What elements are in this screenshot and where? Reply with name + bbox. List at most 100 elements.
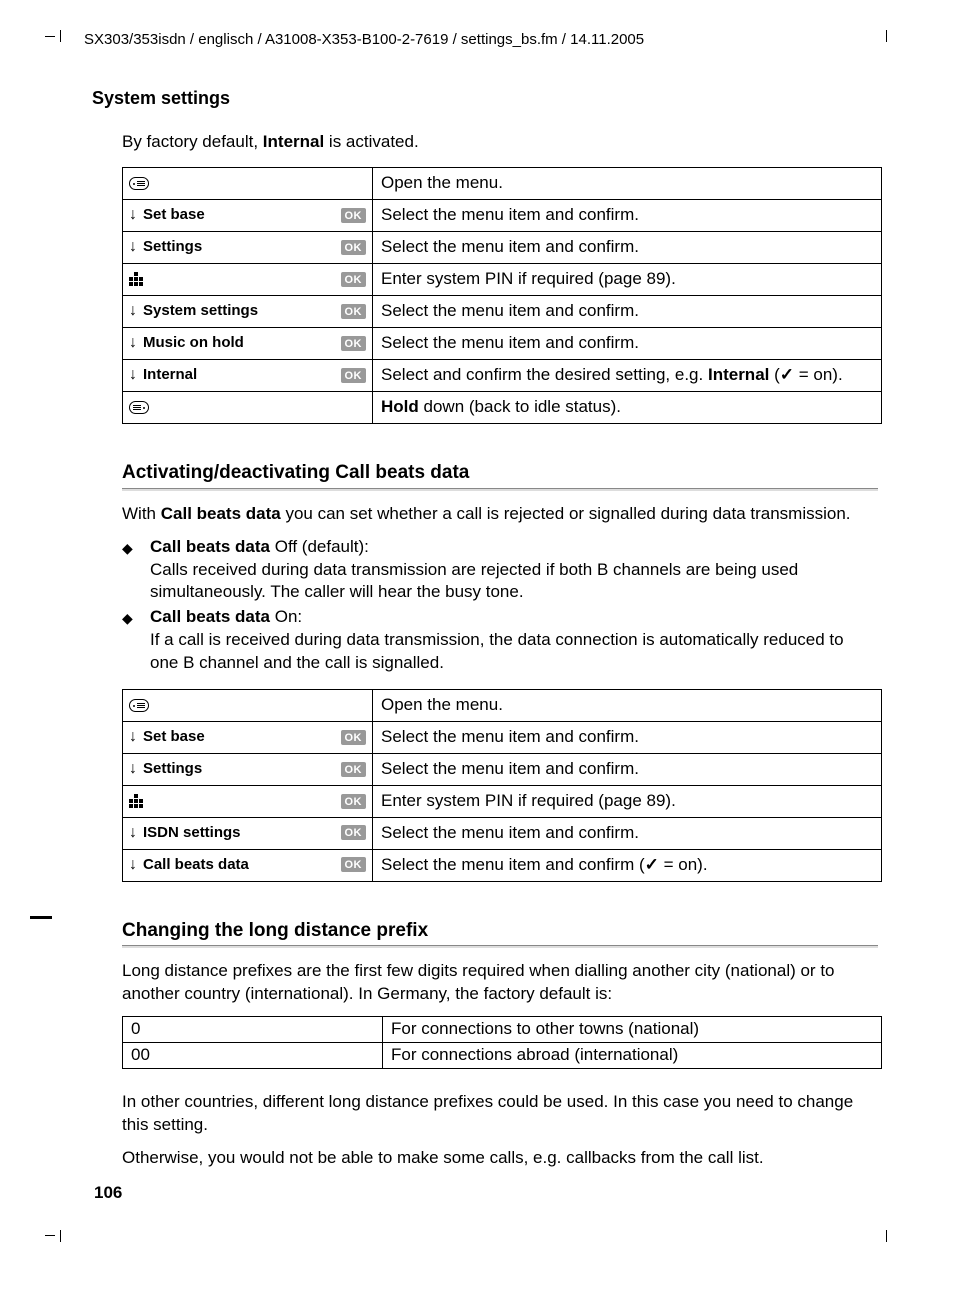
ok-badge: OK xyxy=(341,272,367,287)
ok-badge: OK xyxy=(341,208,367,223)
action-cell xyxy=(123,690,373,722)
doc-header: SX303/353isdn / englisch / A31008-X353-B… xyxy=(84,30,870,50)
table-row: OK Enter system PIN if required (page 89)… xyxy=(123,264,882,296)
description-cell: Select and confirm the desired setting, … xyxy=(373,360,882,392)
down-arrow-icon: ↓ xyxy=(129,825,137,841)
table-row: 00For connections abroad (international) xyxy=(123,1043,882,1069)
description-cell: Open the menu. xyxy=(373,690,882,722)
down-arrow-icon: ↓ xyxy=(129,367,137,383)
bullet-icon: ◆ xyxy=(122,606,150,675)
description-cell: Select the menu item and confirm. xyxy=(373,754,882,786)
intro-text: By factory default, Internal is activate… xyxy=(122,131,870,154)
menu-item-label: Settings xyxy=(143,237,202,257)
procedure-table-2: Open the menu.↓Set baseOKSelect the menu… xyxy=(122,689,882,882)
bullet-body: Call beats data On:If a call is received… xyxy=(150,606,870,675)
menu-item-label: Call beats data xyxy=(143,855,249,875)
action-cell: ↓SettingsOK xyxy=(123,754,373,786)
ok-badge: OK xyxy=(341,857,367,872)
intro-post: is activated. xyxy=(324,132,419,151)
menu-item-label: Internal xyxy=(143,365,197,385)
prefix-desc: For connections to other towns (national… xyxy=(383,1017,882,1043)
description-cell: Select the menu item and confirm. xyxy=(373,232,882,264)
subheading-prefix: Changing the long distance prefix xyxy=(122,918,870,944)
ok-badge: OK xyxy=(341,730,367,745)
down-arrow-icon: ↓ xyxy=(129,239,137,255)
prefix-code: 0 xyxy=(123,1017,383,1043)
action-cell: ↓ Music on hold OK xyxy=(123,328,373,360)
p2-bold: Call beats data xyxy=(161,504,281,523)
description-cell: Select the menu item and confirm. xyxy=(373,296,882,328)
action-cell: ↓ISDN settingsOK xyxy=(123,817,373,849)
description-cell: Hold down (back to idle status). xyxy=(373,392,882,424)
callbeats-intro: With Call beats data you can set whether… xyxy=(122,503,872,526)
description-cell: Open the menu. xyxy=(373,168,882,200)
ok-badge: OK xyxy=(341,336,367,351)
p2-post: you can set whether a call is rejected o… xyxy=(281,504,851,523)
table-row: ↓ Music on hold OK Select the menu item and… xyxy=(123,328,882,360)
down-arrow-icon: ↓ xyxy=(129,207,137,223)
action-cell: OK xyxy=(123,786,373,818)
action-cell: ↓ Internal OK xyxy=(123,360,373,392)
description-cell: Select the menu item and confirm. xyxy=(373,200,882,232)
table-row: ↓ Settings OK Select the menu item and conf… xyxy=(123,232,882,264)
table-row: 0For connections to other towns (nationa… xyxy=(123,1017,882,1043)
rule xyxy=(122,488,878,491)
ok-badge: OK xyxy=(341,368,367,383)
prefix-intro: Long distance prefixes are the first few… xyxy=(122,960,872,1006)
action-cell: ↓ Set base OK xyxy=(123,200,373,232)
menu-key-icon xyxy=(129,177,149,190)
description-cell: Select the menu item and confirm. xyxy=(373,328,882,360)
table-row: ↓ISDN settingsOKSelect the menu item and… xyxy=(123,817,882,849)
down-arrow-icon: ↓ xyxy=(129,761,137,777)
menu-key-icon xyxy=(129,401,149,414)
down-arrow-icon: ↓ xyxy=(129,857,137,873)
prefix-desc: For connections abroad (international) xyxy=(383,1043,882,1069)
prefix-note-1: In other countries, different long dista… xyxy=(122,1091,872,1137)
description-cell: Enter system PIN if required (page 89). xyxy=(373,264,882,296)
ok-badge: OK xyxy=(341,825,367,840)
ok-badge: OK xyxy=(341,304,367,319)
bullet-body: Call beats data Off (default):Calls rece… xyxy=(150,536,870,605)
ok-badge: OK xyxy=(341,240,367,255)
prefix-code: 00 xyxy=(123,1043,383,1069)
keypad-icon xyxy=(129,794,143,808)
table-row: ↓ Internal OK Select and confirm the desire… xyxy=(123,360,882,392)
description-cell: Select the menu item and confirm. xyxy=(373,722,882,754)
table-row: Hold down (back to idle status). xyxy=(123,392,882,424)
action-cell xyxy=(123,392,373,424)
ok-badge: OK xyxy=(341,794,367,809)
action-cell xyxy=(123,168,373,200)
down-arrow-icon: ↓ xyxy=(129,335,137,351)
ok-badge: OK xyxy=(341,762,367,777)
menu-item-label: System settings xyxy=(143,301,258,321)
subheading-call-beats: Activating/deactivating Call beats data xyxy=(122,460,870,486)
procedure-table-1: Open the menu. ↓ Set base OK Select the menu… xyxy=(122,167,882,424)
description-cell: Select the menu item and confirm. xyxy=(373,817,882,849)
down-arrow-icon: ↓ xyxy=(129,729,137,745)
menu-key-icon xyxy=(129,699,149,712)
intro-pre: By factory default, xyxy=(122,132,263,151)
rule xyxy=(122,945,878,948)
table-row: OK Enter system PIN if required (page 89)… xyxy=(123,786,882,818)
action-cell: OK xyxy=(123,264,373,296)
action-cell: ↓ Settings OK xyxy=(123,232,373,264)
table-row: ↓SettingsOKSelect the menu item and conf… xyxy=(123,754,882,786)
keypad-icon xyxy=(129,272,143,286)
action-cell: ↓System settingsOK xyxy=(123,296,373,328)
page-content: SX303/353isdn / englisch / A31008-X353-B… xyxy=(84,30,870,1180)
list-item: ◆Call beats data Off (default):Calls rec… xyxy=(122,536,870,605)
intro-bold: Internal xyxy=(263,132,324,151)
menu-item-label: Music on hold xyxy=(143,333,244,353)
menu-item-label: Set base xyxy=(143,205,205,225)
action-cell: ↓ Call beats data OK xyxy=(123,849,373,881)
section-title: System settings xyxy=(92,86,870,110)
description-cell: Enter system PIN if required (page 89). xyxy=(373,786,882,818)
bullet-list: ◆Call beats data Off (default):Calls rec… xyxy=(122,536,870,676)
table-row: Open the menu. xyxy=(123,168,882,200)
description-cell: Select the menu item and confirm (✓ = on… xyxy=(373,849,882,881)
table-row: ↓Set baseOKSelect the menu item and conf… xyxy=(123,722,882,754)
p2-pre: With xyxy=(122,504,161,523)
prefix-table: 0For connections to other towns (nationa… xyxy=(122,1016,882,1069)
table-row: ↓ Call beats data OK Select the menu item a… xyxy=(123,849,882,881)
table-row: ↓ Set base OK Select the menu item and conf… xyxy=(123,200,882,232)
